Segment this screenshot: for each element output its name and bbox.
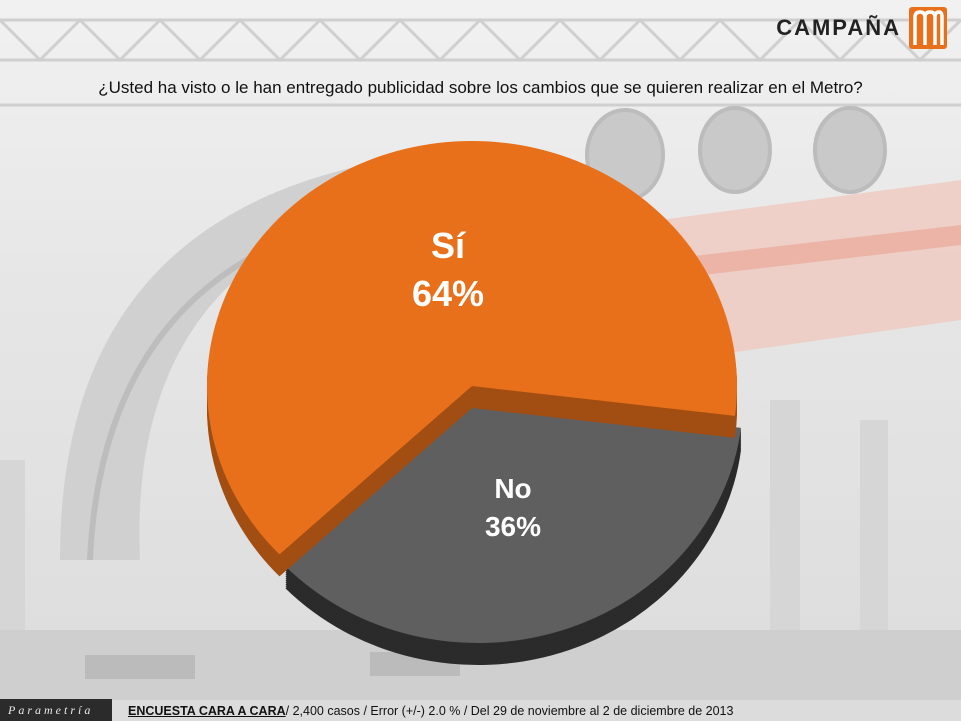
brand-name: CAMPAÑA — [776, 15, 901, 40]
pie-slice-no — [285, 398, 742, 643]
survey-label: ENCUESTA CARA A CARA — [128, 704, 286, 718]
slice-value-si: 64% — [412, 273, 484, 314]
parametria-logo: Parametría — [0, 699, 112, 721]
survey-details: / 2,400 casos / Error (+/-) 2.0 % / Del … — [285, 704, 734, 718]
slice-value-no: 36% — [485, 511, 541, 542]
brand-header: CAMPAÑA — [776, 6, 947, 50]
survey-methodology: ENCUESTA CARA A CARA/ 2,400 casos / Erro… — [128, 704, 733, 718]
metro-m-icon — [909, 7, 947, 49]
footer: Parametría ENCUESTA CARA A CARA/ 2,400 c… — [0, 699, 961, 721]
slice-label-no: No — [494, 473, 531, 504]
slice-label-si: Sí — [431, 225, 466, 266]
pie-slice-si — [206, 140, 737, 555]
survey-question: ¿Usted ha visto o le han entregado publi… — [98, 78, 863, 97]
